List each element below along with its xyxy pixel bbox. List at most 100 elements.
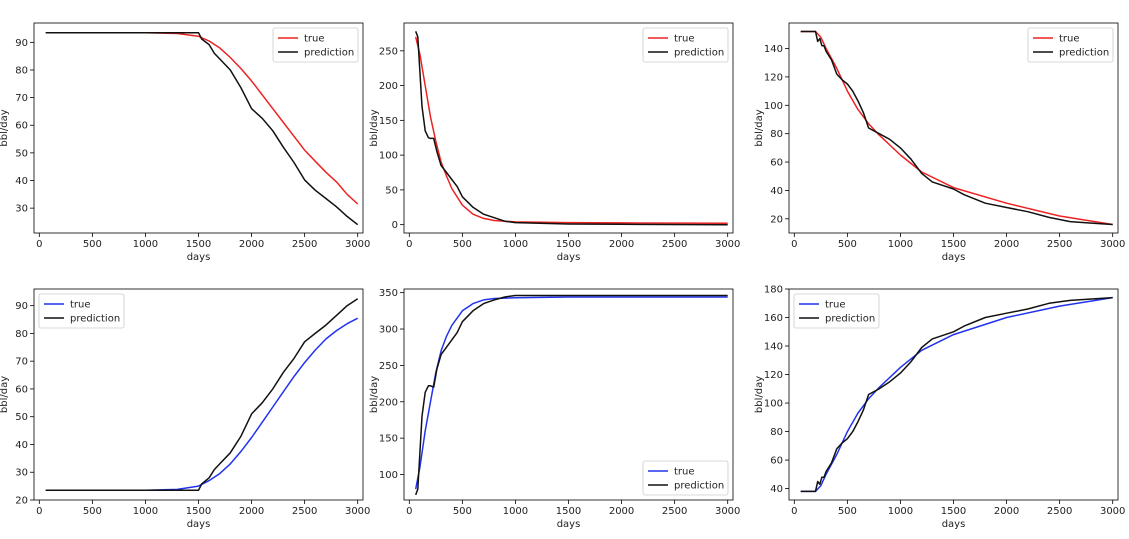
x-tick-label: 1000 — [133, 506, 158, 517]
y-axis-label: bbl/day — [754, 376, 765, 413]
legend: true prediction — [272, 27, 359, 63]
series-line-true — [800, 296, 1113, 493]
x-tick-label: 3000 — [345, 239, 370, 250]
x-tick-label: 2500 — [1047, 506, 1072, 517]
y-tick-label: 350 — [379, 288, 398, 299]
legend-label: true — [674, 34, 695, 45]
y-tick-label: 250 — [379, 361, 398, 372]
chart-1: 0 500 1000 1500 2000 2500 3000 30 40 50 60 70 80 90 da… — [0, 22, 370, 263]
x-tick-label: 3000 — [1100, 239, 1125, 250]
y-tick-label: 40 — [15, 440, 28, 451]
series-line-prediction — [414, 294, 728, 496]
legend: true prediction — [793, 293, 880, 329]
series-line-prediction — [800, 30, 1113, 226]
x-tick-label: 3000 — [1100, 506, 1125, 517]
y-tick-label: 50 — [385, 185, 398, 196]
x-tick-label: 3000 — [715, 506, 740, 517]
x-tick-label: 500 — [453, 506, 472, 517]
series-line-true — [45, 317, 359, 492]
legend-box — [793, 293, 880, 329]
y-tick-label: 100 — [764, 101, 783, 112]
y-tick-label: 20 — [770, 214, 783, 225]
x-tick-label: 1000 — [888, 239, 913, 250]
legend-label: prediction — [70, 314, 120, 325]
x-tick-label: 1500 — [556, 506, 581, 517]
series-line-prediction — [800, 296, 1113, 493]
x-tick-label: 2500 — [292, 506, 317, 517]
y-tick-label: 250 — [379, 46, 398, 57]
y-tick-label: 90 — [15, 38, 28, 49]
y-tick-label: 50 — [15, 148, 28, 159]
x-axis-label: days — [187, 252, 211, 263]
y-tick-label: 180 — [764, 285, 783, 296]
x-tick-label: 500 — [453, 239, 472, 250]
chart-5: 0 500 1000 1500 2000 2500 3000 100 150 200 250 300 3… — [369, 288, 740, 530]
x-tick-label: 1000 — [888, 506, 913, 517]
y-tick-label: 70 — [15, 357, 28, 368]
y-tick-label: 70 — [15, 93, 28, 104]
x-tick-label: 500 — [83, 506, 102, 517]
x-tick-label: 1500 — [556, 239, 581, 250]
x-tick-label: 500 — [838, 506, 857, 517]
legend-box — [1027, 27, 1114, 63]
series-line-prediction — [45, 298, 359, 492]
x-axis-label: days — [942, 519, 966, 530]
y-tick-label: 100 — [379, 151, 398, 162]
y-tick-label: 50 — [15, 412, 28, 423]
x-tick-label: 2000 — [994, 506, 1019, 517]
legend-label: true — [825, 300, 846, 311]
x-tick-label: 0 — [36, 239, 42, 250]
x-tick-label: 1000 — [503, 506, 528, 517]
x-tick-label: 2000 — [239, 239, 264, 250]
x-tick-label: 1500 — [186, 506, 211, 517]
chart-2: 0 500 1000 1500 2000 2500 3000 0 50 100 150 200 250 d… — [369, 22, 740, 263]
chart-4: 0 500 1000 1500 2000 2500 3000 20 30 40 50 60 70 80 90… — [0, 288, 370, 530]
x-tick-label: 3000 — [345, 506, 370, 517]
y-axis-label: bbl/day — [0, 109, 10, 146]
y-tick-label: 30 — [15, 204, 28, 215]
x-tick-label: 2000 — [239, 506, 264, 517]
series-line-true — [414, 36, 728, 225]
y-tick-label: 120 — [764, 370, 783, 381]
x-tick-label: 500 — [838, 239, 857, 250]
chart-6: 0 500 1000 1500 2000 2500 3000 40 60 80 100 120 140 1… — [754, 285, 1125, 531]
y-tick-label: 0 — [392, 220, 398, 231]
y-tick-label: 120 — [764, 72, 783, 83]
y-tick-label: 200 — [379, 397, 398, 408]
y-tick-label: 60 — [15, 384, 28, 395]
legend-box — [642, 460, 729, 496]
x-axis-label: days — [557, 519, 581, 530]
x-tick-label: 0 — [36, 506, 42, 517]
legend: true prediction — [642, 27, 729, 63]
x-tick-label: 2000 — [609, 239, 634, 250]
y-tick-label: 80 — [15, 65, 28, 76]
series-line-true — [800, 30, 1113, 226]
series-line-prediction — [45, 31, 359, 226]
x-tick-label: 1000 — [133, 239, 158, 250]
y-tick-label: 80 — [15, 329, 28, 340]
y-tick-label: 40 — [770, 484, 783, 495]
x-axis-label: days — [187, 519, 211, 530]
legend-box — [642, 27, 729, 63]
y-tick-label: 140 — [764, 342, 783, 353]
x-tick-label: 2500 — [292, 239, 317, 250]
x-tick-label: 0 — [406, 506, 412, 517]
y-tick-label: 150 — [379, 434, 398, 445]
series-line-true — [45, 31, 359, 205]
x-tick-label: 2500 — [1047, 239, 1072, 250]
legend-label: prediction — [1059, 48, 1109, 59]
y-tick-label: 90 — [15, 301, 28, 312]
y-tick-label: 150 — [379, 116, 398, 127]
legend-label: true — [674, 467, 695, 478]
y-tick-label: 140 — [764, 44, 783, 55]
y-axis-label: bbl/day — [369, 109, 380, 146]
x-tick-label: 2000 — [609, 506, 634, 517]
x-tick-label: 2000 — [994, 239, 1019, 250]
y-tick-label: 20 — [15, 496, 28, 507]
legend-label: true — [304, 34, 325, 45]
x-tick-label: 500 — [83, 239, 102, 250]
legend-box — [38, 293, 125, 329]
x-tick-label: 3000 — [715, 239, 740, 250]
legend-label: true — [70, 300, 91, 311]
